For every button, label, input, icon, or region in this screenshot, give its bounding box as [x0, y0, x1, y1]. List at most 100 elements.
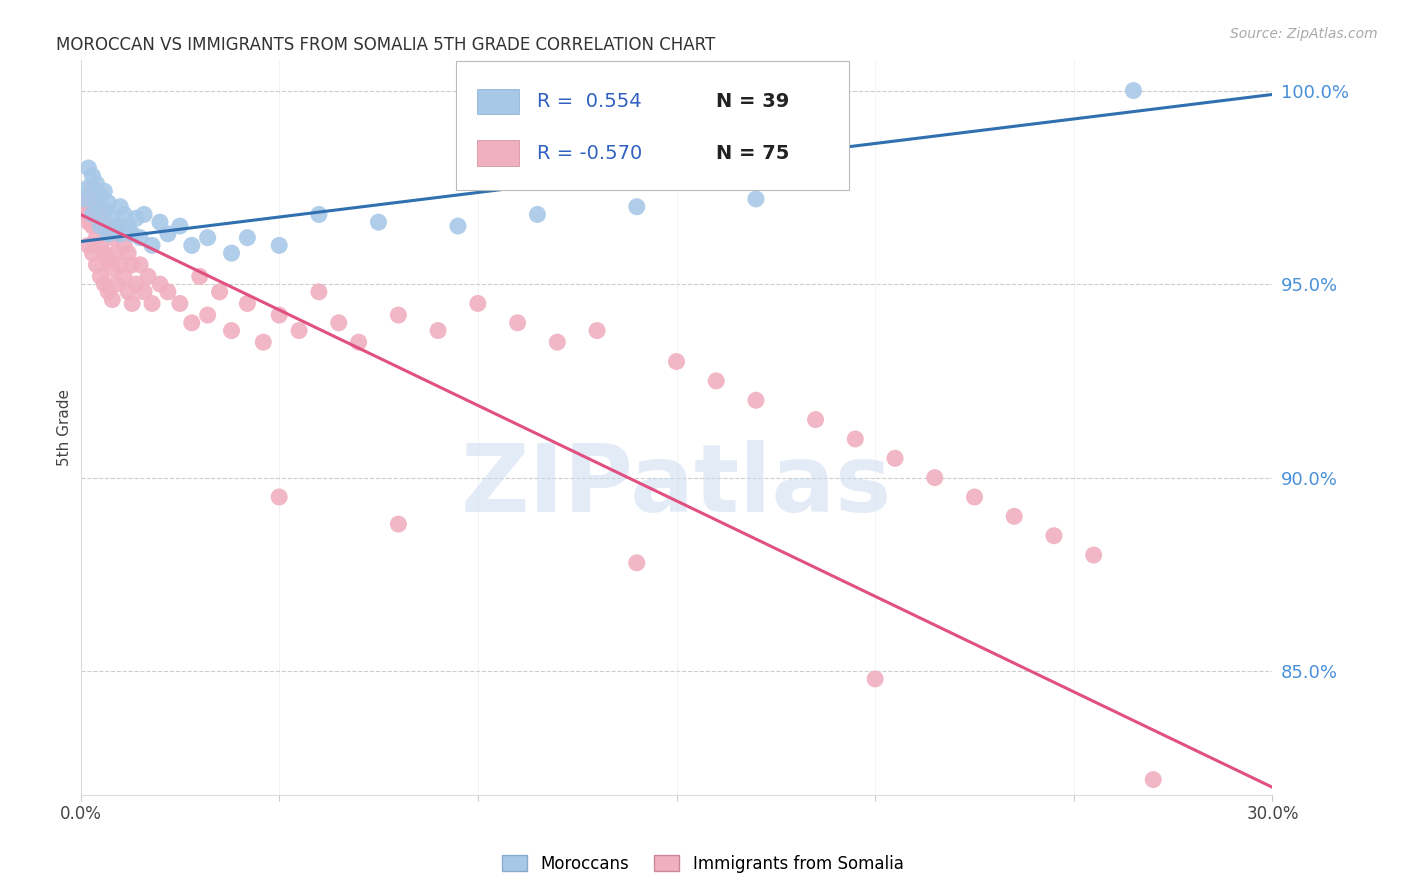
Bar: [478, 88, 519, 114]
Point: [97, 285, 120, 299]
Point: [308, 207, 330, 221]
Point: [112, 238, 135, 252]
Point: [1142, 772, 1164, 787]
Point: [136, 269, 159, 284]
Point: [665, 354, 688, 368]
Point: [89, 219, 111, 233]
Point: [1043, 529, 1066, 543]
Point: [427, 324, 450, 338]
Point: [112, 207, 135, 221]
Point: [506, 316, 529, 330]
Point: [121, 296, 143, 310]
Point: [221, 324, 243, 338]
Point: [73, 192, 96, 206]
Point: [97, 223, 120, 237]
Point: [93, 203, 115, 218]
Point: [1083, 548, 1105, 562]
Point: [86, 230, 108, 244]
Point: [149, 277, 172, 292]
Point: [924, 470, 946, 484]
Point: [132, 285, 155, 299]
Point: [745, 393, 768, 408]
Point: [93, 215, 115, 229]
Point: [97, 227, 120, 241]
Point: [252, 335, 274, 350]
Point: [77, 238, 100, 252]
Point: [546, 335, 568, 350]
Point: [121, 258, 143, 272]
Point: [121, 227, 143, 241]
Point: [197, 230, 219, 244]
Point: [141, 238, 163, 252]
Point: [101, 211, 124, 226]
Point: [89, 238, 111, 252]
Point: [269, 308, 291, 322]
Point: [180, 316, 202, 330]
Point: [387, 517, 409, 532]
Point: [93, 277, 115, 292]
Point: [101, 261, 124, 276]
Point: [86, 177, 108, 191]
Y-axis label: 5th Grade: 5th Grade: [58, 389, 72, 466]
Point: [288, 324, 311, 338]
Point: [73, 200, 96, 214]
Point: [82, 207, 104, 221]
Point: [97, 195, 120, 210]
Point: [112, 269, 135, 284]
Point: [110, 219, 132, 233]
Point: [704, 374, 727, 388]
Point: [110, 258, 132, 272]
Point: [82, 219, 104, 233]
Point: [269, 490, 291, 504]
Text: R = -0.570: R = -0.570: [537, 144, 643, 162]
Point: [884, 451, 907, 466]
Point: [269, 238, 291, 252]
Point: [89, 188, 111, 202]
Point: [221, 246, 243, 260]
Point: [169, 296, 191, 310]
Point: [236, 230, 259, 244]
Point: [77, 192, 100, 206]
Point: [82, 180, 104, 194]
Point: [105, 219, 128, 233]
Point: [82, 246, 104, 260]
Point: [141, 296, 163, 310]
Point: [180, 238, 202, 252]
Point: [93, 246, 115, 260]
Point: [97, 253, 120, 268]
Point: [101, 230, 124, 244]
Point: [447, 219, 470, 233]
Point: [1002, 509, 1025, 524]
Point: [387, 308, 409, 322]
Text: MOROCCAN VS IMMIGRANTS FROM SOMALIA 5TH GRADE CORRELATION CHART: MOROCCAN VS IMMIGRANTS FROM SOMALIA 5TH …: [56, 36, 716, 54]
Point: [367, 215, 389, 229]
Point: [125, 277, 148, 292]
Point: [132, 207, 155, 221]
Text: Source: ZipAtlas.com: Source: ZipAtlas.com: [1230, 27, 1378, 41]
Point: [129, 258, 152, 272]
Point: [110, 227, 132, 241]
Text: ZIPatlas: ZIPatlas: [461, 440, 893, 533]
Point: [86, 200, 108, 214]
Point: [963, 490, 986, 504]
Text: N = 75: N = 75: [716, 144, 789, 162]
Point: [804, 412, 827, 426]
Point: [526, 207, 548, 221]
Point: [308, 285, 330, 299]
Point: [328, 316, 350, 330]
Point: [149, 215, 172, 229]
Point: [89, 269, 111, 284]
Point: [110, 200, 132, 214]
Point: [125, 211, 148, 226]
Bar: [478, 140, 519, 166]
Point: [745, 192, 768, 206]
Point: [626, 556, 648, 570]
Point: [626, 200, 648, 214]
Point: [77, 215, 100, 229]
Point: [188, 269, 211, 284]
Point: [844, 432, 866, 446]
Point: [1122, 84, 1144, 98]
Point: [208, 285, 231, 299]
Point: [89, 207, 111, 221]
Point: [467, 296, 489, 310]
